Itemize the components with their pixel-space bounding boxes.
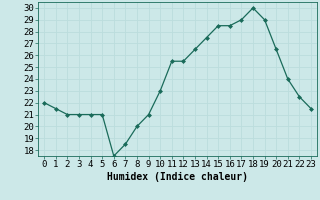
X-axis label: Humidex (Indice chaleur): Humidex (Indice chaleur) xyxy=(107,172,248,182)
